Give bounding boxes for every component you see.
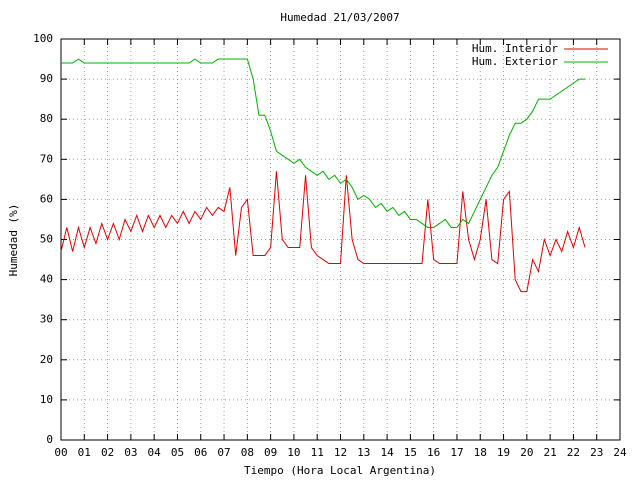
y-tick-label: 20 <box>40 353 53 366</box>
x-tick-label: 22 <box>567 446 580 459</box>
x-tick-label: 05 <box>171 446 184 459</box>
x-tick-label: 20 <box>520 446 533 459</box>
line-series <box>61 58 586 228</box>
x-tick-label: 01 <box>78 446 91 459</box>
y-tick-label: 60 <box>40 192 53 205</box>
y-tick-label: 10 <box>40 393 53 406</box>
y-axis-label: Humedad (%) <box>7 204 20 277</box>
x-tick-label: 21 <box>544 446 557 459</box>
x-tick-label: 04 <box>148 446 162 459</box>
x-tick-label: 12 <box>334 446 347 459</box>
plot-frame <box>60 38 621 441</box>
y-tick-label: 30 <box>40 313 53 326</box>
x-tick-label: 02 <box>101 446 114 459</box>
legend-label: Hum. Interior <box>472 42 558 55</box>
x-tick-label: 13 <box>357 446 370 459</box>
x-tick-label: 03 <box>124 446 137 459</box>
x-tick-label: 19 <box>497 446 510 459</box>
x-tick-label: 15 <box>404 446 417 459</box>
x-tick-label: 14 <box>380 446 394 459</box>
x-tick-label: 09 <box>264 446 277 459</box>
x-tick-label: 10 <box>287 446 300 459</box>
x-tick-label: 17 <box>450 446 463 459</box>
x-tick-label: 08 <box>241 446 254 459</box>
x-tick-label: 06 <box>194 446 207 459</box>
y-tick-label: 40 <box>40 273 53 286</box>
legend-label: Hum. Exterior <box>472 55 558 68</box>
line-series <box>60 171 586 293</box>
x-tick-label: 23 <box>590 446 603 459</box>
chart-title: Humedad 21/03/2007 <box>280 11 399 24</box>
y-tick-label: 80 <box>40 112 53 125</box>
x-tick-label: 00 <box>54 446 67 459</box>
y-tick-label: 0 <box>46 433 53 446</box>
y-tick-label: 70 <box>40 152 53 165</box>
y-tick-label: 50 <box>40 233 53 246</box>
x-tick-label: 07 <box>217 446 230 459</box>
x-tick-label: 24 <box>613 446 627 459</box>
y-tick-label: 100 <box>33 32 53 45</box>
x-axis-label: Tiempo (Hora Local Argentina) <box>244 464 436 477</box>
y-tick-label: 90 <box>40 72 53 85</box>
x-tick-label: 18 <box>474 446 487 459</box>
x-tick-label: 11 <box>311 446 324 459</box>
x-tick-label: 16 <box>427 446 440 459</box>
